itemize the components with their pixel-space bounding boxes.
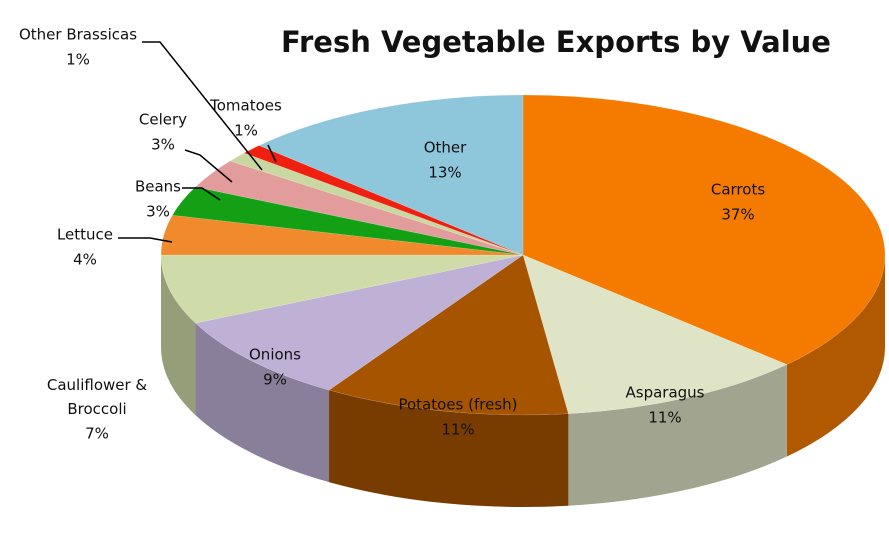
pie-slice (171, 186, 524, 256)
category-label: Tomatoes (209, 97, 282, 115)
category-label: Carrots (711, 181, 765, 199)
labels: Carrots 37% Asparagus 11% Potatoes (fresh) 11… (19, 26, 765, 443)
leader-line (118, 237, 173, 243)
category-label: Lettuce (57, 226, 113, 244)
pie-slice (522, 94, 886, 365)
value-label: 37% (721, 206, 754, 224)
pie-slice-side (195, 323, 330, 483)
pie-slice (194, 160, 524, 256)
pie-slice (160, 214, 524, 256)
pie-slice (522, 254, 788, 414)
pie-slice (229, 152, 524, 256)
value-label: 9% (263, 371, 287, 389)
value-label: 11% (441, 421, 474, 439)
leader-line (182, 187, 221, 201)
value-label: 11% (648, 409, 681, 427)
category-label: Beans (135, 178, 181, 196)
pie-slice (258, 94, 524, 256)
pie-slice (243, 145, 524, 256)
pie-slice (160, 254, 524, 324)
value-label: 4% (73, 251, 97, 269)
pie-slice-side (568, 364, 787, 506)
pie-slice (328, 254, 569, 416)
category-label: Cauliflower & Broccoli (47, 376, 148, 418)
category-label: Celery (139, 111, 187, 129)
value-label: 7% (85, 425, 109, 443)
category-label: Onions (249, 346, 301, 364)
value-label: 1% (234, 122, 258, 140)
category-label: Asparagus (626, 384, 705, 402)
pie-tops (160, 94, 886, 416)
value-label: 1% (66, 51, 90, 69)
value-label: 3% (146, 203, 170, 221)
category-label: Other (424, 139, 467, 157)
pie-slice (194, 254, 524, 391)
pie-slice-side (329, 390, 569, 507)
chart-title: Fresh Vegetable Exports by Value (281, 25, 831, 59)
pie-slice-side (161, 255, 196, 416)
category-label: Other Brassicas (19, 26, 137, 44)
leader-line (184, 149, 233, 183)
leader-line (142, 41, 263, 171)
value-label: 13% (428, 164, 461, 182)
leader-line (267, 144, 277, 163)
value-label: 3% (151, 136, 175, 154)
category-label: Potatoes (fresh) (398, 396, 517, 414)
pie-slice-side (786, 255, 885, 457)
pie-sides (161, 255, 885, 507)
